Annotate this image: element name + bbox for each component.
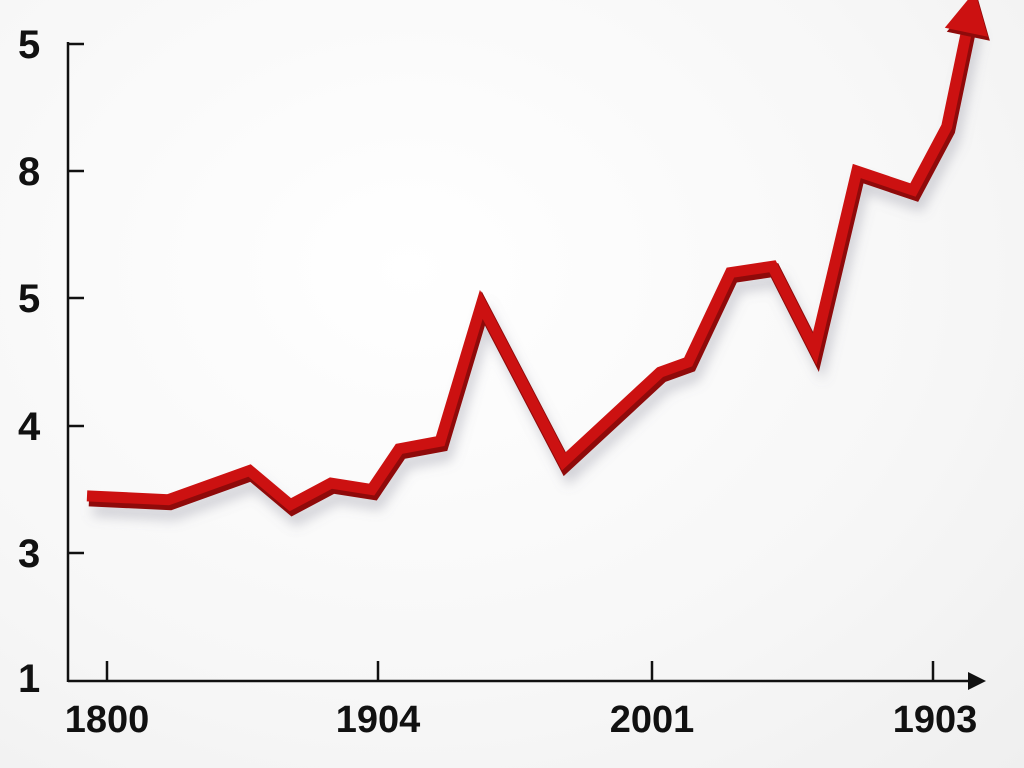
y-tick-label: 5 <box>18 23 40 67</box>
y-tick-label: 5 <box>18 277 40 321</box>
x-axis-arrowhead <box>968 672 986 690</box>
x-tick-label: 1800 <box>65 699 150 741</box>
series-line <box>86 17 975 512</box>
x-tick-label: 1904 <box>336 699 421 741</box>
x-tick-label: 1903 <box>893 699 978 741</box>
series-arrowhead <box>944 0 988 37</box>
series-shadow <box>92 31 982 526</box>
series-layer <box>86 0 990 526</box>
y-tick-label: 3 <box>18 532 40 576</box>
y-tick-label: 1 <box>18 657 40 701</box>
y-tick-label: 4 <box>18 405 41 449</box>
y-tick-label: 8 <box>18 150 40 194</box>
x-tick-label: 2001 <box>610 699 695 741</box>
